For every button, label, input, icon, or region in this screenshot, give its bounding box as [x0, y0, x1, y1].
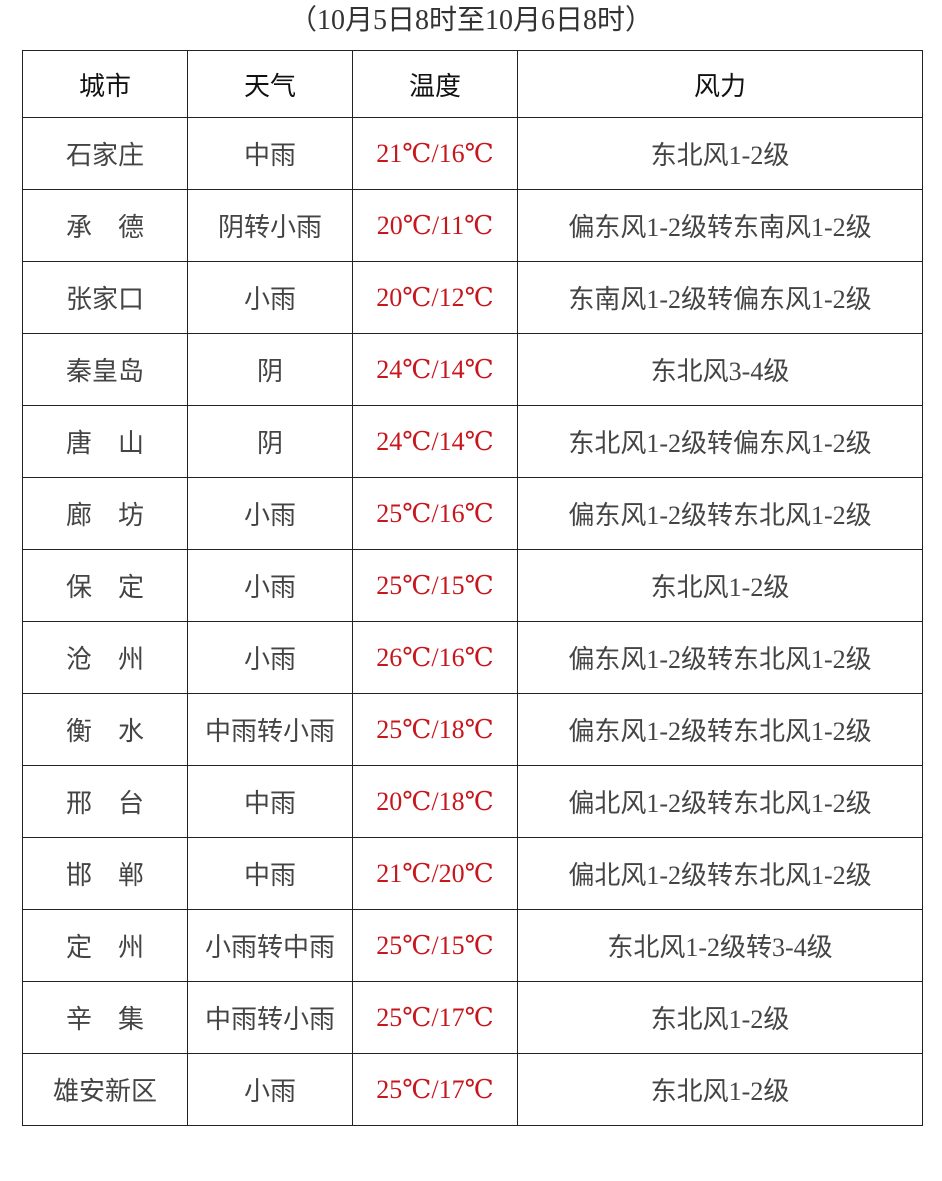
temperature-cell: 21℃/16℃ [352, 117, 518, 190]
table-row: 邢 台中雨 20℃/18℃ 偏北风1-2级转东北风1-2级 [22, 765, 923, 838]
weather-cell: 小雨 [187, 549, 353, 622]
table-row: 邯 郸中雨 21℃/20℃ 偏北风1-2级转东北风1-2级 [22, 837, 923, 910]
table-row: 唐 山阴 24℃/14℃ 东北风1-2级转偏东风1-2级 [22, 405, 923, 478]
table-row: 张家口 小雨 20℃/12℃ 东南风1-2级转偏东风1-2级 [22, 261, 923, 334]
temperature-cell: 25℃/17℃ [352, 1053, 518, 1126]
temperature-cell: 20℃/12℃ [352, 261, 518, 334]
wind-cell: 偏东风1-2级转东南风1-2级 [517, 189, 923, 262]
weather-cell: 中雨 [187, 837, 353, 910]
table-row: 廊 坊小雨 25℃/16℃ 偏东风1-2级转东北风1-2级 [22, 477, 923, 550]
header-weather: 天气 [187, 50, 353, 118]
wind-cell: 偏东风1-2级转东北风1-2级 [517, 693, 923, 766]
wind-cell: 偏北风1-2级转东北风1-2级 [517, 837, 923, 910]
wind-cell: 偏东风1-2级转东北风1-2级 [517, 621, 923, 694]
temperature-cell: 20℃/11℃ [352, 189, 518, 262]
wind-cell: 偏东风1-2级转东北风1-2级 [517, 477, 923, 550]
wind-cell: 东北风1-2级 [517, 1053, 923, 1126]
wind-cell: 东南风1-2级转偏东风1-2级 [517, 261, 923, 334]
header-temperature: 温度 [352, 50, 518, 118]
weather-cell: 中雨 [187, 765, 353, 838]
city-cell: 衡 水 [22, 693, 188, 766]
temperature-cell: 25℃/16℃ [352, 477, 518, 550]
temperature-cell: 25℃/15℃ [352, 549, 518, 622]
header-city: 城市 [22, 50, 188, 118]
weather-cell: 中雨 [187, 117, 353, 190]
table-row: 秦皇岛阴 24℃/14℃ 东北风3-4级 [22, 333, 923, 406]
weather-cell: 中雨转小雨 [187, 981, 353, 1054]
forecast-period-subtitle: （10月5日8时至10月6日8时） [288, 5, 653, 36]
temperature-cell: 20℃/18℃ [352, 765, 518, 838]
weather-cell: 小雨 [187, 1053, 353, 1126]
table-row: 沧 州小雨 26℃/16℃ 偏东风1-2级转东北风1-2级 [22, 621, 923, 694]
city-cell: 保 定 [22, 549, 188, 622]
weather-forecast-table: 城市 天气 温度 风力 石家庄 中雨 21℃/16℃ 东北风1-2级承 德阴转小雨 20… [22, 50, 923, 1126]
weather-cell: 小雨 [187, 477, 353, 550]
city-cell: 辛 集 [22, 981, 188, 1054]
temperature-cell: 25℃/17℃ [352, 981, 518, 1054]
city-cell: 石家庄 [22, 117, 188, 190]
weather-cell: 阴转小雨 [187, 189, 353, 262]
table-row: 保 定小雨 25℃/15℃ 东北风1-2级 [22, 549, 923, 622]
weather-cell: 小雨 [187, 261, 353, 334]
city-cell: 唐 山 [22, 405, 188, 478]
city-cell: 廊 坊 [22, 477, 188, 550]
wind-cell: 东北风1-2级转偏东风1-2级 [517, 405, 923, 478]
city-cell: 沧 州 [22, 621, 188, 694]
wind-cell: 东北风3-4级 [517, 333, 923, 406]
weather-cell: 中雨转小雨 [187, 693, 353, 766]
wind-cell: 东北风1-2级转3-4级 [517, 909, 923, 982]
city-cell: 邯 郸 [22, 837, 188, 910]
city-cell: 定 州 [22, 909, 188, 982]
table-row: 雄安新区 小雨 25℃/17℃ 东北风1-2级 [22, 1053, 923, 1126]
table-row: 衡 水中雨转小雨 25℃/18℃ 偏东风1-2级转东北风1-2级 [22, 693, 923, 766]
temperature-cell: 24℃/14℃ [352, 333, 518, 406]
city-cell: 承 德 [22, 189, 188, 262]
weather-cell: 小雨 [187, 621, 353, 694]
temperature-cell: 26℃/16℃ [352, 621, 518, 694]
temperature-cell: 24℃/14℃ [352, 405, 518, 478]
table-header-row: 城市 天气 温度 风力 [22, 50, 923, 118]
wind-cell: 东北风1-2级 [517, 549, 923, 622]
city-cell: 雄安新区 [22, 1053, 188, 1126]
table-row: 定 州小雨转中雨 25℃/15℃ 东北风1-2级转3-4级 [22, 909, 923, 982]
weather-cell: 阴 [187, 333, 353, 406]
table-row: 石家庄 中雨 21℃/16℃ 东北风1-2级 [22, 117, 923, 190]
wind-cell: 偏北风1-2级转东北风1-2级 [517, 765, 923, 838]
temperature-cell: 25℃/18℃ [352, 693, 518, 766]
weather-cell: 阴 [187, 405, 353, 478]
table-row: 承 德阴转小雨 20℃/11℃ 偏东风1-2级转东南风1-2级 [22, 189, 923, 262]
wind-cell: 东北风1-2级 [517, 981, 923, 1054]
city-cell: 邢 台 [22, 765, 188, 838]
weather-cell: 小雨转中雨 [187, 909, 353, 982]
temperature-cell: 25℃/15℃ [352, 909, 518, 982]
header-wind: 风力 [517, 50, 923, 118]
city-cell: 秦皇岛 [22, 333, 188, 406]
wind-cell: 东北风1-2级 [517, 117, 923, 190]
temperature-cell: 21℃/20℃ [352, 837, 518, 910]
city-cell: 张家口 [22, 261, 188, 334]
table-row: 辛 集中雨转小雨 25℃/17℃ 东北风1-2级 [22, 981, 923, 1054]
